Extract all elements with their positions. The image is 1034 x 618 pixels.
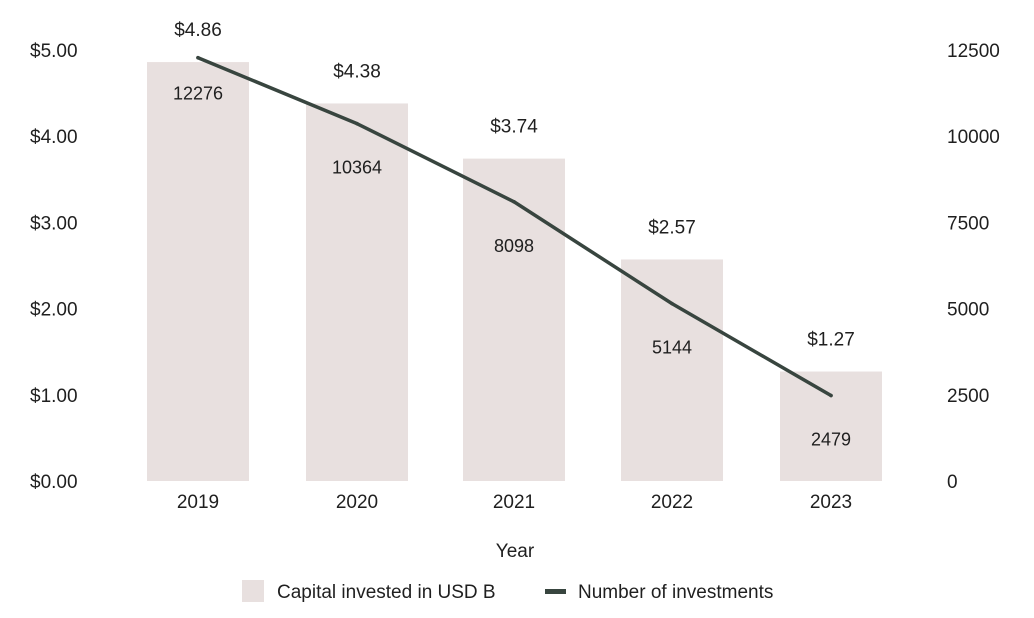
right-axis-tick-label: 5000 [947, 300, 989, 321]
legend-swatch-capital [242, 580, 264, 602]
bar-2022 [621, 259, 723, 481]
x-axis-tick-label: 2023 [810, 492, 852, 513]
bar-value-label-2019: $4.86 [174, 20, 222, 41]
x-axis-tick-label: 2021 [493, 492, 535, 513]
left-axis-tick-label: $1.00 [30, 386, 78, 407]
right-axis-tick-label: 10000 [947, 127, 1000, 148]
bar-2021 [463, 158, 565, 481]
x-axis-tick-label: 2020 [336, 492, 378, 513]
left-axis-tick-label: $2.00 [30, 300, 78, 321]
bar-value-label-2023: $1.27 [807, 330, 855, 351]
legend-label-investments: Number of investments [578, 582, 773, 603]
bar-2023 [780, 371, 882, 481]
investment-count-label-2020: 10364 [332, 158, 382, 178]
investments-point-2023 [829, 393, 833, 398]
bar-value-label-2020: $4.38 [333, 61, 381, 82]
investment-count-label-2022: 5144 [652, 338, 692, 358]
investments-point-2019 [196, 55, 200, 60]
x-axis-tick-label: 2019 [177, 492, 219, 513]
legend-label-capital: Capital invested in USD B [277, 582, 496, 603]
bar-2019 [147, 62, 249, 482]
investment-count-label-2021: 8098 [494, 236, 534, 256]
investments-point-2022 [670, 301, 674, 306]
right-axis-tick-label: 12500 [947, 41, 1000, 62]
bar-value-label-2022: $2.57 [648, 217, 696, 238]
x-axis: 2019 2020 2021 2022 2023 [177, 492, 852, 513]
bar-value-label-2021: $3.74 [490, 117, 538, 138]
line-layer [196, 55, 833, 398]
right-axis-tick-label: 2500 [947, 386, 989, 407]
x-axis-title: Year [496, 541, 535, 562]
legend-swatch-investments [545, 589, 566, 594]
bar-2020 [306, 103, 408, 481]
investment-count-label-2023: 2479 [811, 430, 851, 450]
investments-point-2020 [355, 121, 359, 126]
left-axis-tick-label: $3.00 [30, 213, 78, 234]
right-axis-tick-label: 7500 [947, 213, 989, 234]
left-axis-tick-label: $4.00 [30, 127, 78, 148]
left-axis: $0.00 $1.00 $2.00 $3.00 $4.00 $5.00 [30, 41, 78, 493]
right-axis-tick-label: 0 [947, 472, 958, 493]
x-axis-tick-label: 2022 [651, 492, 693, 513]
right-axis: 0 2500 5000 7500 10000 12500 [947, 41, 1000, 493]
left-axis-tick-label: $0.00 [30, 472, 78, 493]
bars-layer: $4.86 $4.38 $3.74 $2.57 $1.27 12276 10364 8098 5… [147, 20, 882, 482]
left-axis-tick-label: $5.00 [30, 41, 78, 62]
investment-count-label-2019: 12276 [173, 84, 223, 104]
investments-point-2021 [512, 199, 516, 204]
legend: Capital invested in USD B Number of inve… [242, 580, 773, 603]
